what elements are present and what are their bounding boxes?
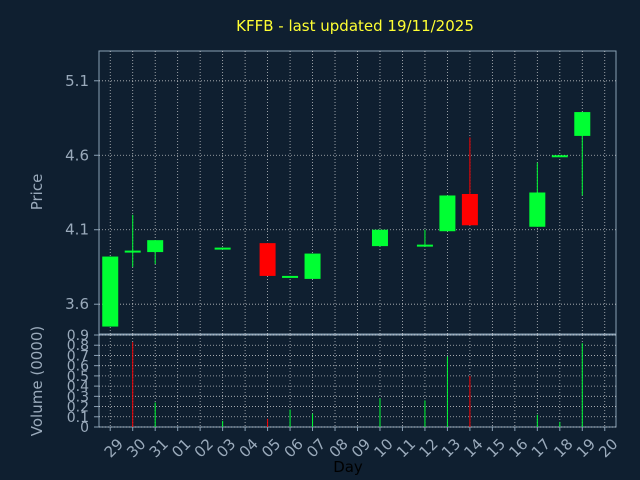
candle-body [304, 253, 321, 279]
candle-body [439, 195, 456, 232]
price-tick-label: 3.6 [65, 295, 89, 313]
x-axis-ticks: 2930310102030405060708091011121314151617… [101, 427, 622, 461]
volume-tick-label: 0.9 [67, 328, 89, 344]
price-panel: 3.6 4.1 4.6 5.1 Price [28, 50, 617, 335]
volume-tick-label: 0.3 [67, 389, 89, 405]
volume-tick-label: 0.1 [67, 410, 89, 426]
price-tick-label: 4.1 [65, 221, 89, 239]
candles [102, 112, 591, 327]
volume-axis-label: Volume (0000) [28, 326, 46, 436]
candle-body [371, 229, 388, 247]
x-tick-label: 20 [595, 435, 621, 461]
volume-tick-label: 0.7 [67, 348, 89, 364]
candle-body [574, 112, 591, 136]
volume-tick-label: 0.8 [67, 338, 89, 354]
candle-body [214, 247, 231, 250]
chart-title: KFFB - last updated 19/11/2025 [236, 17, 474, 35]
price-tick-label: 4.6 [65, 146, 89, 164]
volume-tick-label: 0.5 [67, 369, 89, 385]
candle-body [124, 250, 141, 253]
price-axis-label: Price [28, 174, 46, 211]
candle-body [259, 243, 276, 276]
price-y-ticks: 3.6 4.1 4.6 5.1 [65, 72, 99, 313]
volume-tick-label: 0.4 [67, 379, 89, 395]
candle-body [529, 192, 546, 227]
price-tick-label: 5.1 [65, 72, 89, 90]
volume-tick-label: 0 [80, 420, 89, 436]
candle-body [147, 240, 164, 253]
volume-tick-label: 0.2 [67, 400, 89, 416]
candle-body [461, 193, 478, 226]
candle-body [102, 256, 119, 327]
volume-bars [132, 342, 583, 427]
candle-body [551, 155, 568, 158]
volume-grid [99, 334, 616, 428]
volume-panel: 00.10.20.30.40.50.60.70.80.9 Volume (000… [28, 326, 617, 436]
volume-y-ticks: 00.10.20.30.40.50.60.70.80.9 [67, 328, 99, 436]
candle-body [416, 244, 433, 247]
candle-body [282, 275, 299, 278]
volume-tick-label: 0.6 [67, 359, 89, 375]
x-axis-label: Day [333, 458, 363, 476]
